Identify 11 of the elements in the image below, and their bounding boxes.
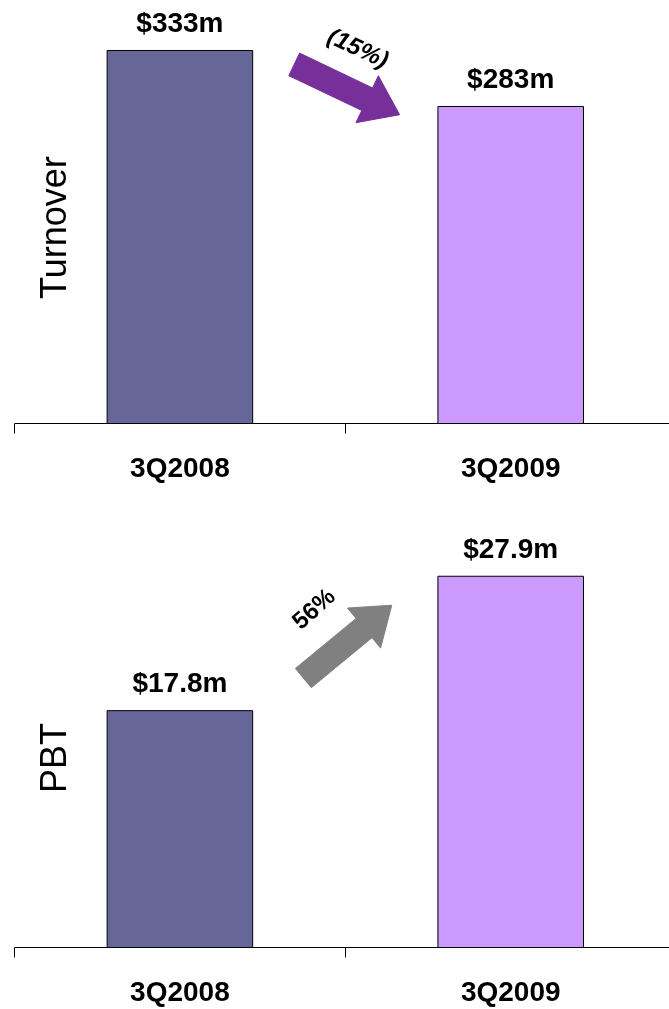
annotation: 56% — [286, 582, 341, 635]
x-tick-label: 3Q2008 — [130, 975, 230, 1007]
x-tick-label: 3Q2008 — [130, 451, 230, 483]
x-tick-label: 3Q2009 — [460, 451, 561, 483]
y-axis-title: Turnover — [33, 156, 75, 300]
data-label: $27.9m — [463, 532, 559, 564]
x-tick-label: 3Q2009 — [460, 975, 561, 1007]
data-label: $17.8m — [132, 667, 228, 699]
data-label: $333m — [136, 6, 224, 38]
data-label: $283m — [467, 62, 555, 94]
y-axis-title: PBT — [33, 723, 75, 794]
